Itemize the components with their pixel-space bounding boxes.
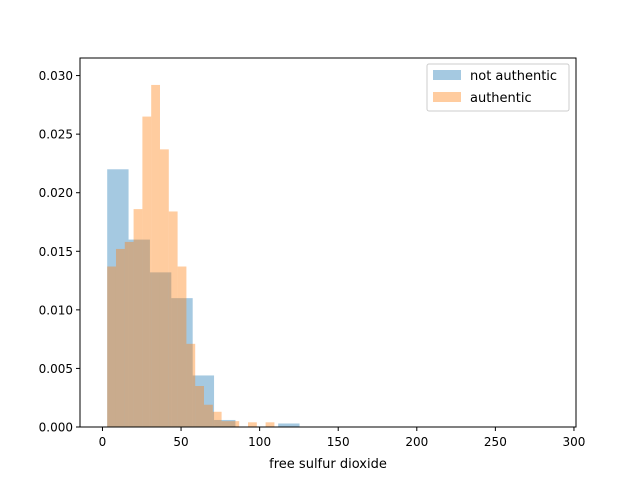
x-tick-label-50: 50 [173, 435, 188, 449]
y-tick-label-0: 0.000 [39, 421, 73, 435]
y-tick-label-5: 0.025 [39, 128, 73, 142]
bar-not-authentic-5 [214, 419, 236, 427]
y-tick-label-2: 0.010 [39, 303, 73, 317]
plot-frame [79, 57, 577, 428]
x-tick-label-200: 200 [405, 435, 428, 449]
bar-authentic-16 [248, 422, 257, 427]
x-axis-label: free sulfur dioxide [269, 457, 387, 472]
legend-label-not-authentic: not authentic [470, 69, 557, 84]
bar-authentic-9 [186, 343, 196, 427]
bar-authentic-1 [115, 248, 125, 427]
bar-authentic-13 [221, 421, 231, 427]
bar-not-authentic-2 [149, 272, 172, 427]
bar-not-authentic-4 [192, 375, 215, 427]
bar-authentic-14 [230, 421, 240, 427]
legend-label-authentic: authentic [470, 91, 532, 106]
bar-authentic-11 [204, 404, 213, 427]
bar-authentic-8 [177, 266, 187, 427]
bar-authentic-5 [151, 84, 160, 427]
histogram-bars [107, 84, 300, 428]
bar-not-authentic-0 [107, 169, 129, 428]
x-tick-label-300: 300 [563, 435, 586, 449]
x-tick-label-100: 100 [248, 435, 271, 449]
bar-authentic-3 [133, 209, 143, 427]
y-tick-label-4: 0.020 [39, 186, 73, 200]
legend-swatch-not-authentic [433, 70, 461, 80]
bar-authentic-12 [212, 411, 222, 427]
bar-authentic-18 [265, 422, 275, 427]
bar-authentic-10 [195, 386, 204, 427]
y-tick-label-1: 0.005 [39, 362, 73, 376]
bar-not-authentic-1 [128, 239, 150, 427]
y-axis-ticks: 0.000 0.005 0.010 0.015 0.020 0.025 0.030 [39, 69, 80, 435]
bar-authentic-0 [107, 266, 116, 427]
bar-not-authentic-8 [278, 423, 300, 427]
bar-authentic-7 [168, 211, 178, 427]
legend: not authentic authentic [426, 63, 570, 112]
y-tick-label-3: 0.015 [39, 245, 73, 259]
x-axis-ticks: 0 50 100 150 200 250 300 [99, 427, 586, 449]
y-tick-label-6: 0.030 [39, 69, 73, 83]
bar-authentic-4 [142, 116, 152, 427]
bar-not-authentic-3 [171, 298, 193, 427]
bar-authentic-6 [159, 149, 169, 427]
x-tick-label-150: 150 [327, 435, 350, 449]
legend-swatch-authentic [433, 92, 461, 102]
x-tick-label-0: 0 [99, 435, 107, 449]
x-tick-label-250: 250 [484, 435, 507, 449]
bar-authentic-2 [124, 241, 134, 427]
legend-frame [426, 63, 570, 112]
